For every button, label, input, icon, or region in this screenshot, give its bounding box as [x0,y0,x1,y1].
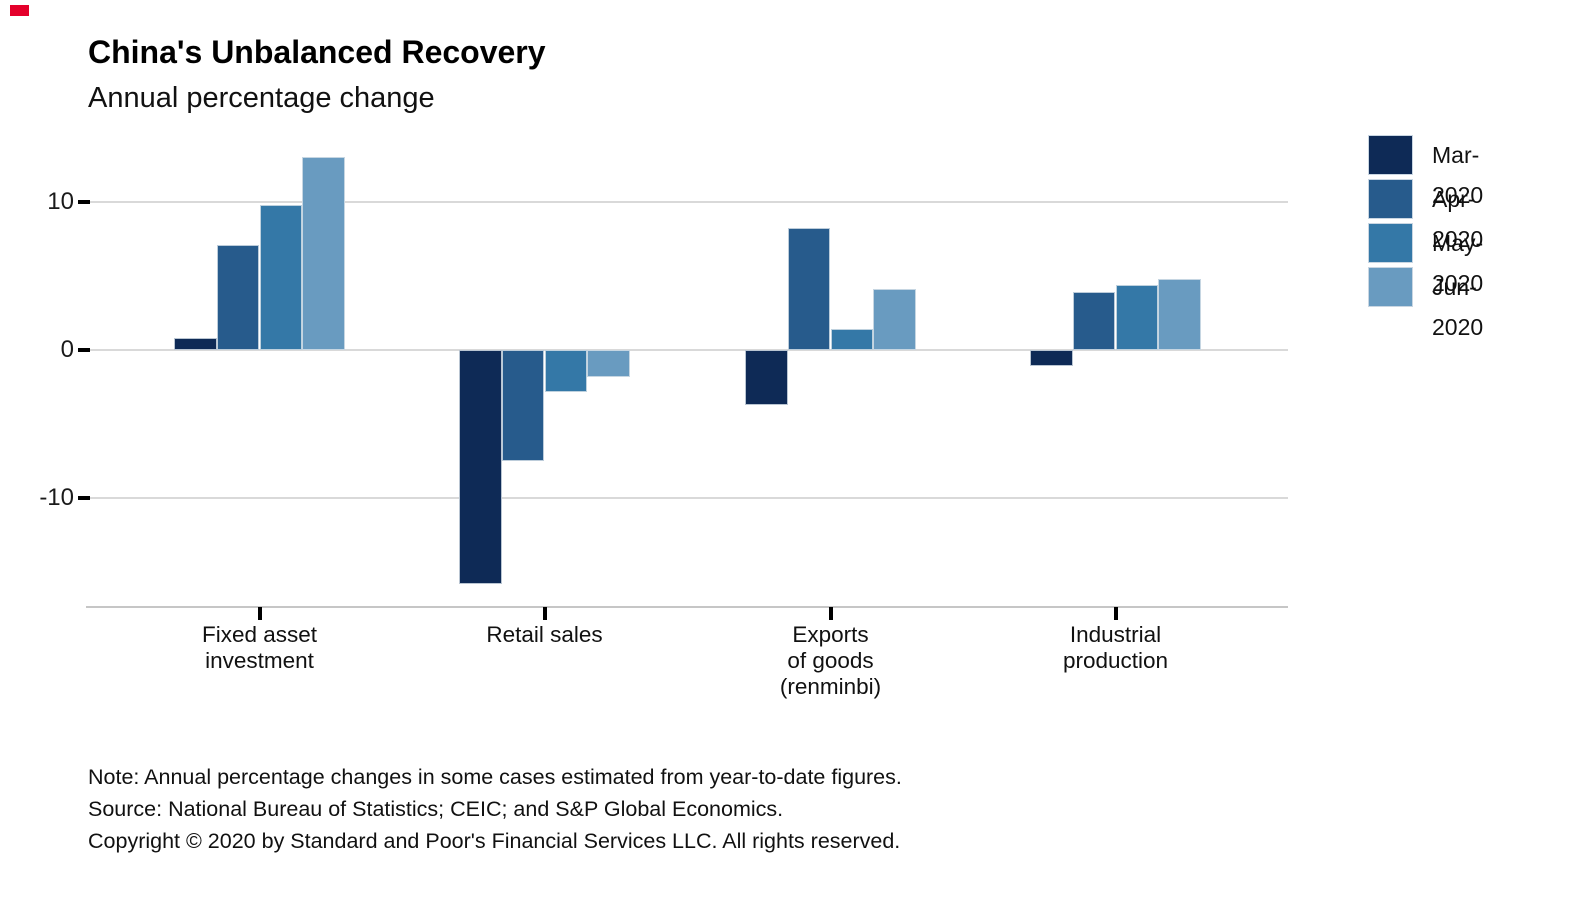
legend-label-may-2020: May-2020 [1432,230,1484,296]
bar-may-2020-cat2 [830,329,874,350]
bar-may-2020-cat1 [544,349,588,392]
bar-apr-2020-cat0 [216,244,260,350]
bar-jun-2020-cat1 [587,349,630,377]
bar-mar-2020-cat3 [1030,349,1073,367]
y-axis-label-10: 10 [47,187,74,215]
legend-label-mar-2020: Mar-2020 [1432,142,1484,208]
y-axis-tick-10 [78,199,90,204]
bar-jun-2020-cat0 [302,157,345,350]
y-axis-label--10: -10 [39,484,74,512]
copyright-text: Copyright © 2020 by Standard and Poor's … [88,829,901,853]
gridline-y--10 [88,497,1288,500]
gridline-y-10 [88,200,1288,203]
legend-label-jun-2020: Jun-2020 [1432,274,1484,340]
bar-apr-2020-cat3 [1072,292,1116,350]
x-axis-tick-2 [828,607,833,620]
bar-mar-2020-cat1 [459,349,502,585]
source-text: Source: National Bureau of Statistics; C… [88,797,784,821]
y-axis-label-0: 0 [60,335,74,363]
bar-may-2020-cat0 [259,204,303,350]
y-axis-tick-0 [78,347,90,352]
y-axis-tick--10 [78,496,90,501]
bar-mar-2020-cat2 [745,349,788,405]
x-axis-tick-0 [257,607,262,620]
brand-red-mark [10,5,29,16]
x-axis-label-1: Retail sales [486,622,603,647]
bar-apr-2020-cat2 [787,228,831,350]
x-axis-label-2: Exports of goods (renminbi) [779,622,882,699]
chart-subtitle: Annual percentage change [88,82,435,114]
x-axis-tick-3 [1113,607,1118,620]
chart-title: China's Unbalanced Recovery [88,34,546,70]
x-axis-line [86,606,1288,608]
bar-may-2020-cat3 [1115,284,1159,350]
legend-label-apr-2020: Apr-2020 [1432,186,1484,252]
x-axis-label-0: Fixed asset investment [201,622,318,673]
x-axis-label-3: Industrial production [1062,622,1169,673]
note-text: Note: Annual percentage changes in some … [88,765,902,789]
bar-jun-2020-cat2 [873,289,916,350]
bar-mar-2020-cat0 [174,338,217,350]
x-axis-tick-1 [542,607,547,620]
legend-swatch-may-2020 [1368,223,1413,263]
footer-notes: Note: Annual percentage changes in some … [88,766,902,862]
bar-jun-2020-cat3 [1158,278,1201,350]
legend-swatch-mar-2020 [1368,135,1413,175]
bar-apr-2020-cat1 [501,349,545,462]
legend-swatch-apr-2020 [1368,179,1413,219]
legend-swatch-jun-2020 [1368,267,1413,307]
gridline-y-0 [88,348,1288,351]
